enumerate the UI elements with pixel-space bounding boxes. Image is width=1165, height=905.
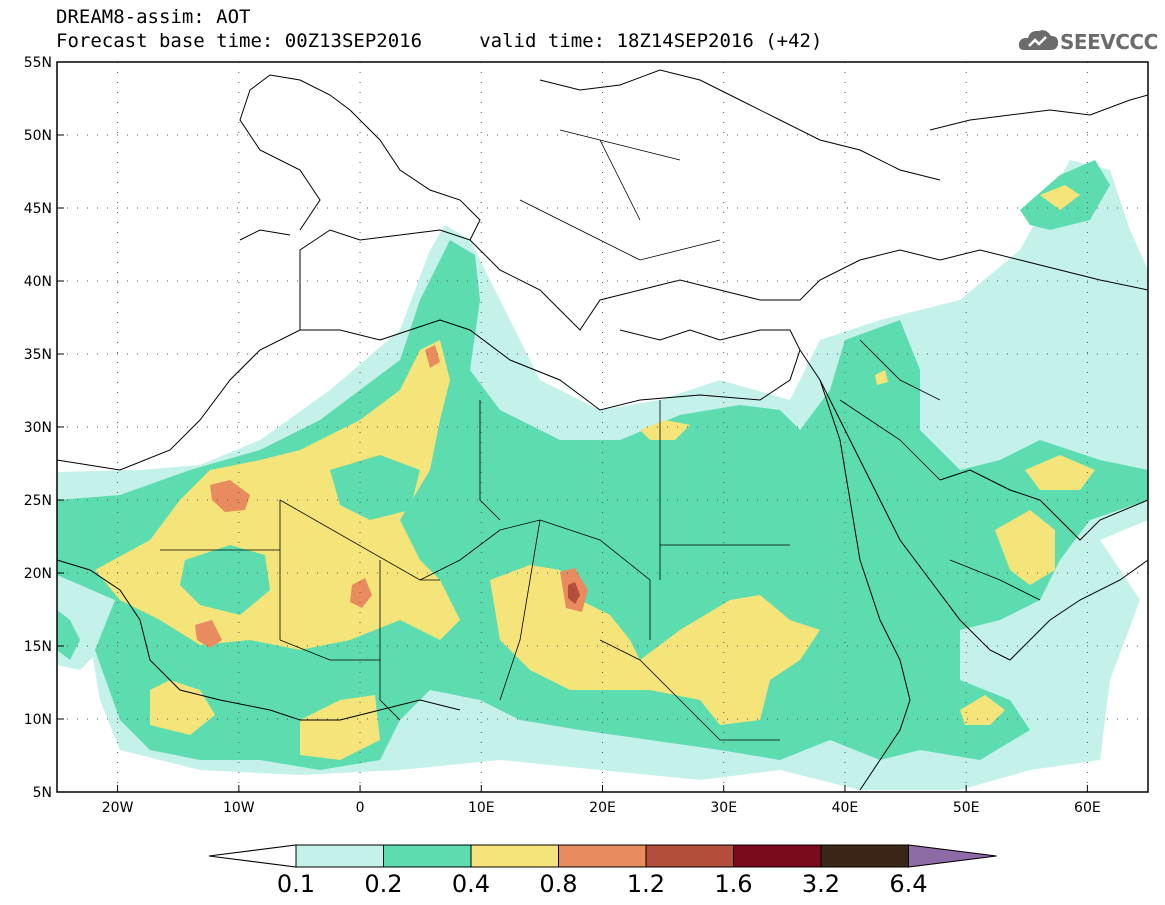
lat-label: 30N — [24, 420, 52, 436]
lon-label: 50E — [953, 800, 980, 816]
lat-label: 15N — [24, 639, 52, 655]
lon-label: 60E — [1074, 800, 1101, 816]
lat-label: 10N — [24, 712, 52, 728]
lat-label: 55N — [24, 55, 52, 71]
lat-label: 40N — [24, 274, 52, 290]
lat-label: 25N — [24, 493, 52, 509]
colorbar-swatch — [645, 844, 734, 868]
lon-label: 0 — [356, 800, 365, 816]
colorbar: 0.1 0.2 0.4 0.8 1.2 1.6 3.2 6.4 — [208, 844, 997, 898]
colorbar-level-label: 1.6 — [714, 870, 752, 898]
lat-label: 20N — [24, 566, 52, 582]
aot-field — [57, 160, 1148, 790]
colorbar-swatch — [295, 844, 384, 868]
country-borders — [160, 129, 1041, 741]
colorbar-swatch — [470, 844, 559, 868]
colorbar-level-label: 3.2 — [802, 870, 840, 898]
lon-label: 30E — [710, 800, 737, 816]
colorbar-level-label: 0.1 — [277, 870, 315, 898]
lat-label: 50N — [24, 128, 52, 144]
map-title: DREAM8-assim: AOT — [56, 6, 251, 28]
lat-label: 35N — [24, 347, 52, 363]
longitude-labels: 20W 10W 0 10E 20E 30E 40E 50E 60E — [102, 785, 1101, 816]
colorbar-swatch — [383, 844, 472, 868]
colorbar-level-label: 0.8 — [539, 870, 577, 898]
colorbar-swatch — [733, 844, 822, 868]
lon-label: 20E — [589, 800, 616, 816]
logo-text: SEEVCCC — [1060, 30, 1158, 54]
lon-label: 10E — [468, 800, 495, 816]
lat-label: 5N — [33, 785, 52, 801]
forecast-time-line: Forecast base time: 00Z13SEP2016 valid t… — [56, 30, 823, 52]
colorbar-swatch — [820, 844, 909, 868]
colorbar-under-triangle — [208, 844, 297, 868]
colorbar-level-label: 0.2 — [364, 870, 402, 898]
colorbar-level-label: 1.2 — [627, 870, 665, 898]
coastlines — [56, 69, 1149, 791]
latitude-labels: 55N 50N 45N 40N 35N 30N 25N 20N 15N 10N 5N — [24, 55, 64, 801]
lat-label: 45N — [24, 201, 52, 217]
lon-label: 40E — [832, 800, 859, 816]
colorbar-swatch — [558, 844, 647, 868]
lon-label: 10W — [223, 800, 255, 816]
cloud-logo-icon — [1018, 30, 1059, 50]
colorbar-level-label: 6.4 — [889, 870, 927, 898]
colorbar-over-triangle — [908, 844, 997, 868]
lon-label: 20W — [102, 800, 134, 816]
colorbar-level-label: 0.4 — [452, 870, 490, 898]
